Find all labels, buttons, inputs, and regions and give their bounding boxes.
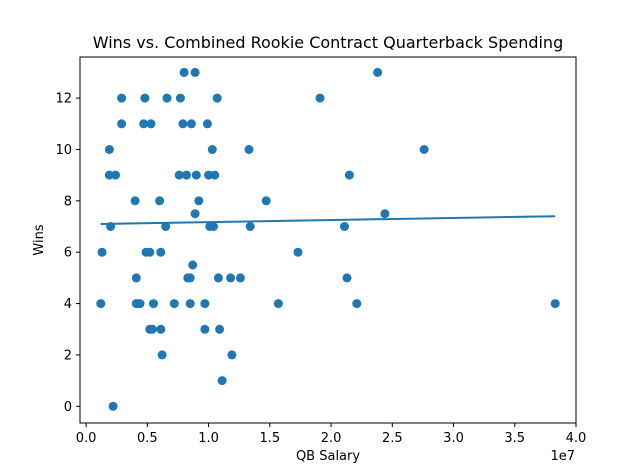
data-point (186, 119, 196, 129)
data-point (117, 119, 127, 129)
data-point (212, 93, 222, 103)
data-point (104, 145, 114, 154)
data-point (175, 93, 185, 103)
data-point (209, 222, 218, 231)
data-point (352, 299, 362, 309)
data-point (344, 170, 354, 180)
data-point (380, 209, 390, 219)
data-point (111, 170, 120, 180)
data-point (245, 222, 255, 231)
x-tick-label: 3.5 (504, 431, 525, 446)
data-point (190, 209, 200, 219)
data-point (340, 222, 349, 231)
data-point (97, 247, 107, 257)
x-tick-label: 2.5 (382, 431, 403, 446)
data-point (156, 247, 166, 257)
data-point (315, 93, 325, 103)
data-point (261, 196, 271, 206)
data-point (550, 299, 560, 309)
data-point (174, 170, 184, 180)
data-point (194, 196, 204, 206)
data-point (244, 145, 254, 154)
data-point (179, 67, 189, 77)
data-point (217, 376, 227, 386)
data-point (207, 145, 217, 154)
data-point (162, 93, 172, 103)
data-point (161, 222, 171, 231)
data-point (185, 299, 195, 309)
y-tick-label: 8 (64, 194, 72, 209)
x-axis-title: QB Salary (296, 449, 360, 464)
y-tick-label: 10 (55, 143, 72, 158)
data-point (156, 324, 166, 334)
x-axis-ticks: 0.0 0.5 1.0 1.5 2.0 2.5 3.0 3.5 4.0 (76, 423, 587, 446)
data-point (147, 324, 157, 334)
y-tick-label: 4 (64, 297, 72, 312)
data-point (235, 273, 245, 283)
points-layer (96, 67, 560, 411)
x-tick-label: 1.0 (198, 431, 219, 446)
chart-title: Wins vs. Combined Rookie Contract Quarte… (93, 33, 563, 52)
data-point (146, 119, 156, 129)
trend-layer (100, 215, 556, 225)
data-point (157, 350, 167, 360)
data-point (131, 273, 141, 283)
x-tick-label: 0.0 (76, 431, 97, 446)
data-point (419, 145, 429, 154)
data-point (96, 299, 106, 309)
data-point (227, 350, 237, 360)
x-tick-label: 4.0 (566, 431, 587, 446)
y-axis-title: Wins (32, 224, 47, 255)
data-point (117, 93, 127, 103)
data-point (293, 247, 303, 257)
data-point (213, 273, 223, 283)
data-point (188, 260, 198, 270)
y-tick-label: 0 (64, 400, 72, 415)
data-point (185, 273, 195, 283)
data-point (178, 119, 188, 129)
x-tick-label: 2.0 (321, 431, 342, 446)
data-point (273, 299, 283, 309)
data-point (108, 401, 118, 411)
data-point (145, 247, 155, 257)
data-point (155, 196, 165, 206)
data-point (182, 170, 191, 180)
data-point (191, 170, 201, 180)
data-point (139, 119, 149, 129)
plot-frame (79, 56, 577, 424)
data-point (190, 67, 200, 77)
y-tick-label: 2 (64, 348, 72, 363)
data-point (202, 119, 212, 129)
data-point (373, 67, 383, 77)
data-point (210, 170, 220, 180)
x-axis-offset-label: 1e7 (550, 449, 575, 464)
y-tick-label: 12 (55, 92, 72, 107)
data-point (200, 324, 210, 334)
x-tick-label: 3.0 (443, 431, 464, 446)
data-point (135, 299, 145, 309)
x-tick-label: 1.5 (259, 431, 280, 446)
y-axis-ticks: 0 2 4 6 8 10 12 (55, 92, 80, 415)
data-point (200, 299, 210, 309)
data-point (342, 273, 352, 283)
trend-line (100, 215, 556, 225)
data-point (226, 273, 236, 283)
data-point (130, 196, 140, 206)
data-point (140, 93, 150, 103)
data-point (215, 324, 225, 334)
y-tick-label: 6 (64, 246, 72, 261)
data-point (149, 299, 158, 309)
data-point (169, 299, 179, 309)
x-tick-label: 0.5 (137, 431, 158, 446)
